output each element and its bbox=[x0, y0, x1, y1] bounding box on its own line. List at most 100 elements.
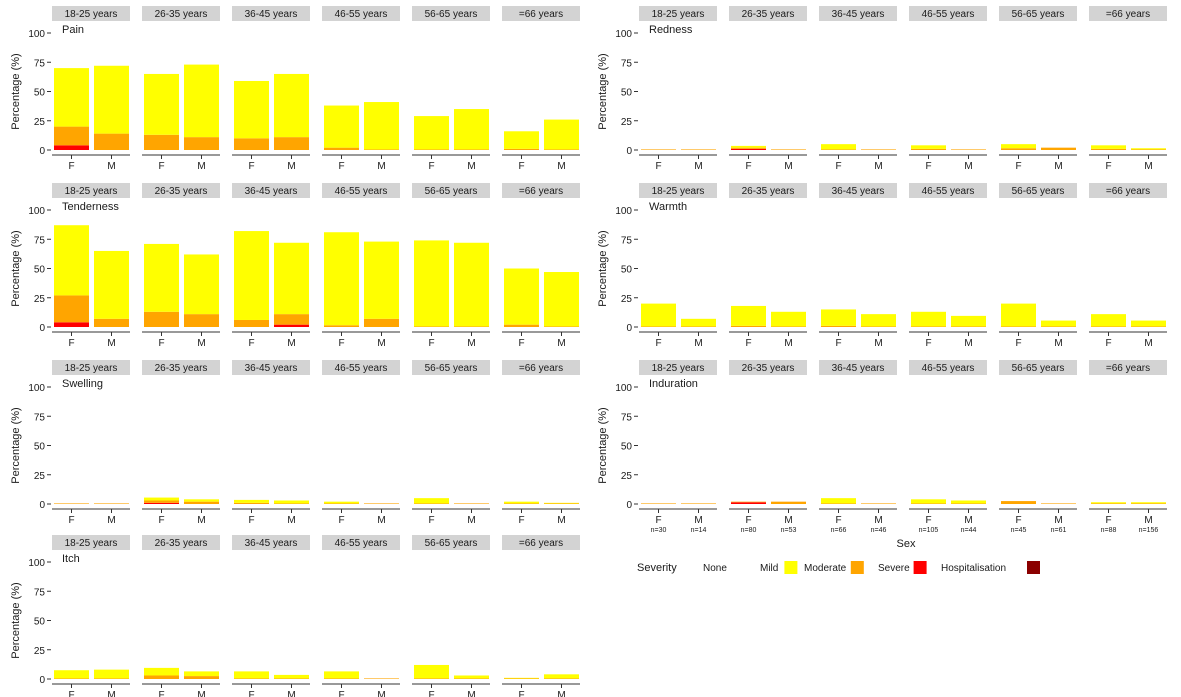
facet-strip bbox=[729, 360, 807, 375]
bar-segment-moderate bbox=[544, 503, 579, 504]
x-tick-label: M bbox=[874, 161, 882, 172]
bar-segment-moderate bbox=[641, 149, 676, 150]
facet-strip bbox=[142, 535, 220, 550]
legend-label: Hospitalisation bbox=[941, 563, 1006, 574]
bar-segment-moderate bbox=[911, 148, 946, 150]
bar-segment-moderate bbox=[144, 675, 179, 679]
legend-swatch-none bbox=[726, 560, 741, 575]
bar-segment-moderate bbox=[681, 149, 716, 150]
y-tick-label: 50 bbox=[34, 442, 46, 453]
bar-segment-mild bbox=[144, 243, 179, 312]
bar-segment-mild bbox=[144, 497, 179, 501]
bar-segment-moderate bbox=[234, 138, 269, 150]
facet-strip bbox=[412, 360, 490, 375]
facet-strip-label: 36-45 years bbox=[832, 9, 885, 20]
x-tick-label: F bbox=[428, 515, 434, 526]
bar-segment-moderate bbox=[144, 500, 179, 503]
bar-segment-mild bbox=[1091, 314, 1126, 327]
bar-segment-mild bbox=[1091, 502, 1126, 504]
x-tick-label: F bbox=[158, 338, 164, 349]
x-tick-label: F bbox=[338, 515, 344, 526]
bar-segment-mild bbox=[274, 500, 309, 504]
bar-segment-mild bbox=[681, 318, 716, 327]
y-tick-label: 100 bbox=[615, 383, 632, 394]
bar-segment-moderate bbox=[1041, 147, 1076, 150]
bar-segment-mild bbox=[144, 667, 179, 676]
facet-strip-label: 46-55 years bbox=[922, 186, 975, 197]
y-axis-title: Percentage (%) bbox=[597, 53, 609, 129]
y-tick-label: 75 bbox=[34, 587, 46, 598]
x-tick-label: F bbox=[248, 690, 254, 697]
x-tick-label: M bbox=[287, 161, 295, 172]
bar-segment-mild bbox=[454, 675, 489, 679]
facet-strip-label: 36-45 years bbox=[832, 186, 885, 197]
x-tick-label: M bbox=[377, 338, 385, 349]
bar-segment-moderate bbox=[1131, 503, 1166, 504]
facet-strip bbox=[819, 6, 897, 21]
x-tick-label: M bbox=[784, 515, 792, 526]
bar-segment-mild bbox=[324, 501, 359, 504]
bar-segment-mild bbox=[234, 231, 269, 320]
bar-segment-moderate bbox=[274, 314, 309, 325]
y-tick-label: 25 bbox=[621, 471, 633, 482]
bar-segment-moderate bbox=[364, 678, 399, 679]
x-tick-label: F bbox=[835, 161, 841, 172]
bar-segment-mild bbox=[821, 498, 856, 504]
x-tick-label: F bbox=[158, 690, 164, 697]
bar-segment-mild bbox=[504, 677, 539, 679]
x-tick-label: F bbox=[925, 161, 931, 172]
bar-segment-mild bbox=[911, 499, 946, 504]
facet-strip-label: 36-45 years bbox=[245, 538, 298, 549]
x-tick-label: F bbox=[338, 161, 344, 172]
x-tick-label: F bbox=[518, 161, 524, 172]
x-tick-label: M bbox=[1054, 338, 1062, 349]
bar-segment-moderate bbox=[731, 147, 766, 149]
bar-segment-moderate bbox=[324, 147, 359, 150]
bar-segment-moderate bbox=[1001, 501, 1036, 504]
bar-segment-moderate bbox=[861, 503, 896, 504]
x-tick-label: M bbox=[107, 690, 115, 697]
x-tick-label: F bbox=[655, 161, 661, 172]
facet-strip bbox=[729, 6, 807, 21]
bar-segment-mild bbox=[951, 315, 986, 327]
legend-items: None Mild Moderate Severe Hospitalisation bbox=[703, 560, 1040, 575]
y-axis-title: Percentage (%) bbox=[10, 230, 22, 306]
facet-strip bbox=[412, 183, 490, 198]
y-tick-label: 75 bbox=[34, 235, 46, 246]
facet-strip bbox=[52, 183, 130, 198]
legend-label: None bbox=[703, 563, 727, 574]
bar-segment-mild bbox=[414, 664, 449, 679]
bar-segment-moderate bbox=[731, 325, 766, 327]
bar-segment-severe bbox=[54, 322, 89, 327]
bar-segment-moderate bbox=[821, 503, 856, 504]
facet-strip-label: 56-65 years bbox=[1012, 186, 1065, 197]
x-tick-label: F bbox=[518, 338, 524, 349]
x-tick-label: F bbox=[518, 515, 524, 526]
bar-segment-mild bbox=[274, 242, 309, 315]
y-tick-label: 50 bbox=[34, 88, 46, 99]
sample-size-label: n=156 bbox=[1139, 527, 1159, 534]
y-tick-label: 25 bbox=[34, 646, 46, 657]
bar-segment-moderate bbox=[54, 295, 89, 323]
x-tick-label: M bbox=[467, 161, 475, 172]
bar-segment-moderate bbox=[324, 325, 359, 327]
bar-segment-mild bbox=[414, 498, 449, 504]
bar-segment-moderate bbox=[821, 325, 856, 327]
panel-title: Induration bbox=[649, 378, 698, 390]
x-tick-label: M bbox=[377, 690, 385, 697]
x-tick-label: M bbox=[694, 515, 702, 526]
bar-segment-mild bbox=[731, 145, 766, 148]
bar-segment-moderate bbox=[94, 318, 129, 327]
y-tick-label: 100 bbox=[615, 206, 632, 217]
y-tick-label: 75 bbox=[621, 58, 633, 69]
facet-strip bbox=[322, 360, 400, 375]
sample-size-label: n=53 bbox=[781, 527, 797, 534]
bar-segment-moderate bbox=[234, 678, 269, 679]
bar-segment-moderate bbox=[54, 678, 89, 679]
bar-segment-moderate bbox=[184, 501, 219, 504]
facet-strip bbox=[52, 535, 130, 550]
facet-strip bbox=[232, 183, 310, 198]
bar-segment-mild bbox=[504, 131, 539, 149]
y-tick-label: 0 bbox=[39, 500, 45, 511]
facet-strip-label: 56-65 years bbox=[1012, 363, 1065, 374]
